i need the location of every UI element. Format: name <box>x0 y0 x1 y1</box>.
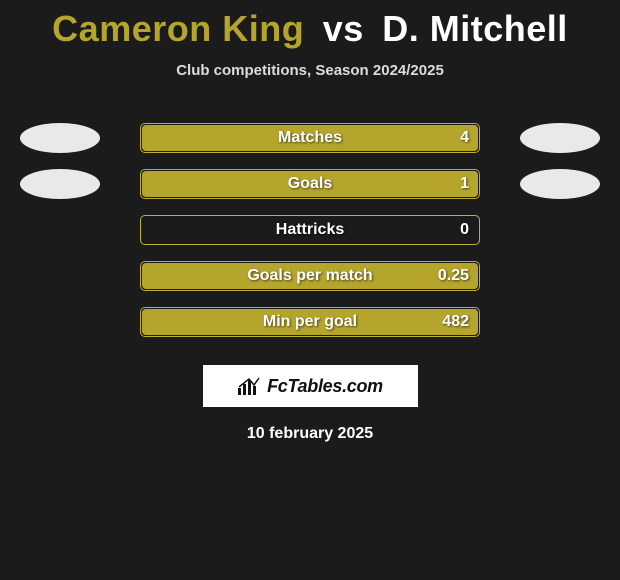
brand-box: FcTables.com <box>203 365 418 407</box>
player1-avatar <box>20 169 100 199</box>
stat-label: Goals <box>288 175 332 193</box>
date-text: 10 february 2025 <box>0 425 620 443</box>
stat-label: Matches <box>278 129 342 147</box>
stat-row: Min per goal 482 <box>0 307 620 337</box>
brand-text: FcTables.com <box>267 376 383 397</box>
stat-row: Hattricks 0 <box>0 215 620 245</box>
vs-text: vs <box>323 8 364 49</box>
subtitle: Club competitions, Season 2024/2025 <box>0 62 620 79</box>
stat-row: Matches 4 <box>0 123 620 153</box>
stat-value: 0.25 <box>438 267 469 285</box>
stat-label: Min per goal <box>263 313 357 331</box>
stat-bar: Goals 1 <box>140 169 480 199</box>
player2-avatar <box>520 123 600 153</box>
stat-value: 482 <box>442 313 469 331</box>
stat-bar: Matches 4 <box>140 123 480 153</box>
stat-value: 1 <box>460 175 469 193</box>
player2-avatar <box>520 169 600 199</box>
comparison-title: Cameron King vs D. Mitchell <box>0 0 620 50</box>
stat-row: Goals 1 <box>0 169 620 199</box>
stat-bar: Goals per match 0.25 <box>140 261 480 291</box>
stat-value: 4 <box>460 129 469 147</box>
stat-bar: Min per goal 482 <box>140 307 480 337</box>
stat-label: Hattricks <box>276 221 344 239</box>
chart-icon <box>237 376 263 396</box>
stat-value: 0 <box>460 221 469 239</box>
stat-bar: Hattricks 0 <box>140 215 480 245</box>
stat-row: Goals per match 0.25 <box>0 261 620 291</box>
stat-label: Goals per match <box>247 267 372 285</box>
player2-name: D. Mitchell <box>382 8 568 49</box>
player1-name: Cameron King <box>52 8 304 49</box>
stats-rows: Matches 4 Goals 1 Hattricks 0 Goals per match 0… <box>0 123 620 337</box>
player1-avatar <box>20 123 100 153</box>
